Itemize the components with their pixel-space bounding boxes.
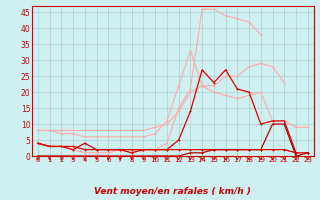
Text: Vent moyen/en rafales ( km/h ): Vent moyen/en rafales ( km/h ) <box>94 187 251 196</box>
